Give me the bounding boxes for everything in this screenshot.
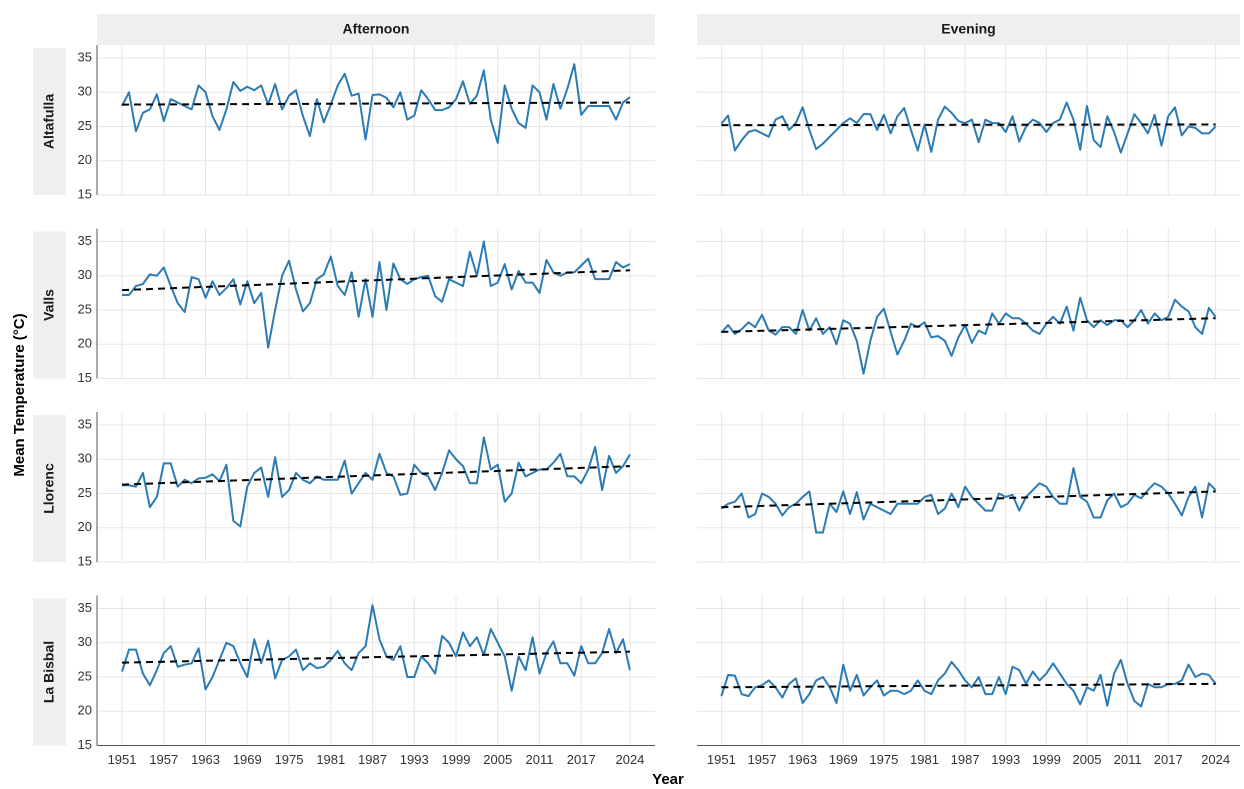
row-title: Altafulla	[41, 94, 57, 149]
y-axis-title: Mean Temperature (°C)	[11, 313, 28, 476]
x-tick-label: 1957	[748, 752, 777, 767]
column-title: Afternoon	[343, 21, 410, 37]
x-tick-label: 1981	[910, 752, 939, 767]
x-tick-label: 1999	[442, 752, 471, 767]
x-tick-label: 2005	[1073, 752, 1102, 767]
data-line	[122, 240, 631, 349]
x-tick-label: 2017	[1154, 752, 1183, 767]
trend-line	[122, 269, 630, 292]
y-tick-label: 30	[78, 267, 92, 282]
x-tick-label: 1963	[191, 752, 220, 767]
data-line	[121, 604, 631, 692]
data-line	[720, 101, 1217, 154]
x-tick-label: 2017	[567, 752, 596, 767]
x-tick-label: 1999	[1032, 752, 1061, 767]
x-tick-label: 1993	[991, 752, 1020, 767]
row-title: Valls	[41, 289, 57, 321]
y-tick-label: 35	[78, 49, 92, 64]
x-tick-label: 2005	[483, 752, 512, 767]
data-line	[720, 467, 1217, 534]
y-tick-label: 30	[78, 84, 92, 99]
trend-line	[721, 317, 1216, 333]
x-tick-label: 1987	[951, 752, 980, 767]
y-tick-label: 35	[78, 600, 92, 615]
x-tick-label: 2011	[526, 752, 554, 767]
x-tick-label: 1957	[149, 752, 178, 767]
row-title: La Bisbal	[41, 641, 57, 703]
y-tick-label: 25	[78, 118, 92, 133]
y-tick-label: 15	[78, 186, 92, 201]
y-tick-label: 15	[78, 553, 92, 568]
x-tick-label: 2011	[1114, 752, 1142, 767]
x-tick-label: 1975	[869, 752, 898, 767]
row-strip	[33, 48, 66, 195]
y-tick-label: 25	[78, 485, 92, 500]
x-tick-label: 1969	[233, 752, 262, 767]
row-title: Llorenc	[41, 463, 57, 514]
x-tick-label: 2024	[615, 752, 644, 767]
x-tick-label: 1993	[400, 752, 429, 767]
data-line	[720, 296, 1217, 375]
data-line	[121, 63, 631, 144]
trend-line	[721, 682, 1216, 689]
x-tick-label: 1987	[358, 752, 387, 767]
x-tick-label: 1975	[275, 752, 304, 767]
column-strip	[697, 14, 1240, 45]
x-tick-label: 1951	[108, 752, 137, 767]
y-tick-label: 30	[78, 634, 92, 649]
column-strip	[97, 14, 655, 45]
data-line	[720, 658, 1217, 708]
trend-line	[122, 465, 630, 486]
x-tick-label: 1963	[788, 752, 817, 767]
y-tick-label: 20	[78, 703, 92, 718]
y-tick-label: 15	[78, 737, 92, 752]
y-tick-label: 20	[78, 152, 92, 167]
y-tick-label: 35	[78, 233, 92, 248]
x-tick-label: 1951	[707, 752, 736, 767]
trend-line	[122, 650, 630, 664]
y-tick-label: 20	[78, 336, 92, 351]
trend-line	[721, 123, 1216, 127]
y-tick-label: 35	[78, 416, 92, 431]
y-tick-label: 20	[78, 519, 92, 534]
column-title: Evening	[941, 21, 995, 37]
row-strip	[33, 598, 66, 746]
x-tick-label: 1969	[829, 752, 858, 767]
y-tick-label: 30	[78, 451, 92, 466]
y-tick-label: 25	[78, 668, 92, 683]
y-tick-label: 15	[78, 370, 92, 385]
y-tick-label: 25	[78, 301, 92, 316]
x-tick-label: 2024	[1201, 752, 1230, 767]
row-strip	[33, 415, 66, 562]
x-axis-title: Year	[652, 771, 684, 788]
trend-line	[721, 490, 1216, 509]
trend-line	[122, 101, 630, 106]
x-tick-label: 1981	[316, 752, 345, 767]
row-strip	[33, 231, 66, 379]
